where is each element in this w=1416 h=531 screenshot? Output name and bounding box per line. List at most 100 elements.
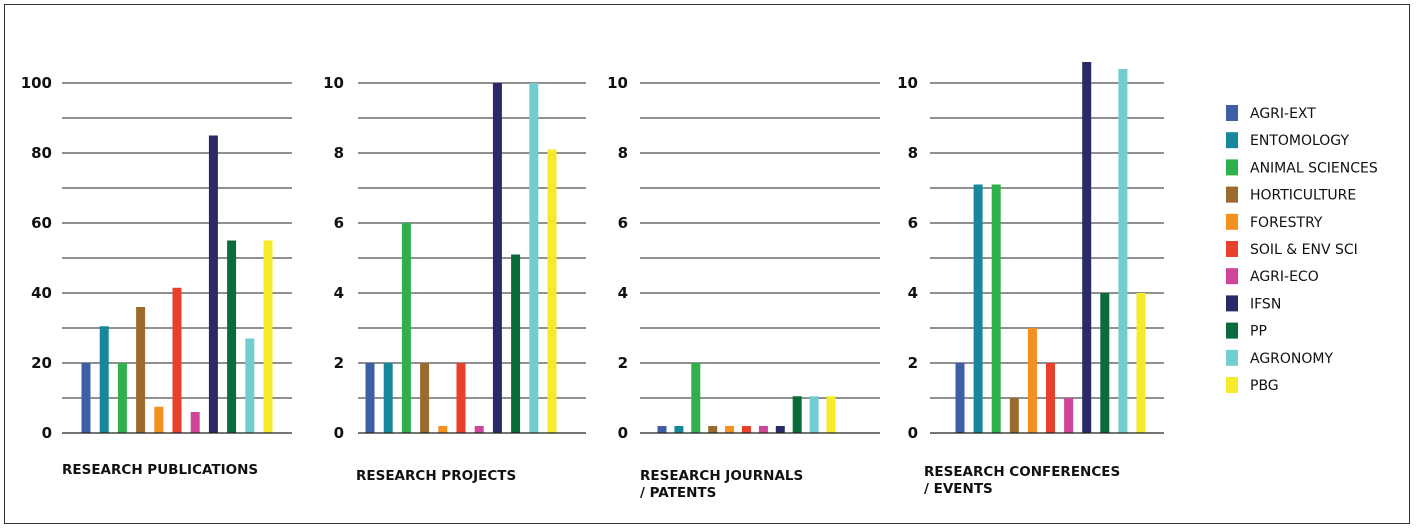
legend-swatch: [1226, 322, 1238, 339]
bar-soil-env-sci: [456, 363, 466, 433]
y-tick-label: 20: [31, 354, 52, 372]
y-tick-label: 6: [908, 214, 918, 232]
bar-ifsn: [492, 83, 502, 433]
legend-item: PBG: [1226, 377, 1279, 394]
legend-label: AGRI-ECO: [1250, 269, 1319, 285]
bar-pp: [792, 396, 802, 433]
bar-forestry: [1027, 328, 1037, 433]
legend-swatch: [1226, 105, 1238, 121]
legend-item: FORESTRY: [1226, 213, 1323, 231]
bar-entomology: [973, 184, 983, 433]
legend-label: AGRI-EXT: [1250, 106, 1316, 122]
chart-title: / PATENTS: [640, 485, 716, 501]
legend-swatch: [1226, 377, 1238, 393]
legend-label: IFSN: [1250, 296, 1281, 312]
bar-agronomy: [1118, 69, 1128, 433]
bar-pbg: [263, 240, 273, 433]
legend-swatch: [1226, 241, 1238, 257]
y-tick-label: 10: [323, 74, 344, 92]
legend-label: PBG: [1250, 378, 1279, 394]
chart-title: RESEARCH CONFERENCES: [924, 464, 1120, 480]
bar-agronomy: [809, 396, 819, 433]
bar-pp: [1100, 293, 1110, 433]
bar-soil-env-sci: [1046, 363, 1055, 433]
legend-label: SOIL & ENV SCI: [1250, 242, 1358, 258]
legend: AGRI-EXT ENTOMOLOGY ANIMAL SCIENCES HORTICU…: [1226, 105, 1378, 394]
bar-horticulture: [708, 426, 718, 433]
y-tick-label: 0: [334, 424, 344, 442]
bar-animal-sciences: [401, 223, 411, 433]
bar-soil-env-sci: [742, 426, 751, 433]
legend-item: AGRONOMY: [1226, 349, 1333, 367]
legend-swatch: [1226, 159, 1238, 176]
bar-agri-eco: [1064, 398, 1074, 433]
legend-swatch: [1226, 213, 1238, 230]
y-tick-label: 0: [618, 424, 628, 442]
chart-title: RESEARCH PROJECTS: [356, 468, 516, 484]
y-tick-label: 10: [897, 74, 918, 92]
legend-item: PP: [1226, 322, 1267, 340]
legend-item: ANIMAL SCIENCES: [1226, 159, 1378, 176]
y-tick-label: 6: [334, 214, 344, 232]
bar-entomology: [674, 426, 684, 433]
bar-forestry: [438, 426, 448, 433]
y-tick-label: 0: [908, 424, 918, 442]
bar-agri-eco: [474, 426, 484, 433]
chart-4: 0 2 4 6 8 10 RESEARCH CONFERENCES/ EVENTS: [897, 62, 1164, 497]
y-tick-label: 0: [42, 424, 52, 442]
legend-item: SOIL & ENV SCI: [1226, 241, 1358, 258]
bar-soil-env-sci: [172, 287, 182, 433]
legend-swatch: [1226, 268, 1238, 285]
chart-title: / EVENTS: [924, 481, 993, 497]
bar-agronomy: [245, 338, 255, 433]
y-tick-label: 8: [618, 144, 628, 162]
bar-entomology: [99, 326, 109, 433]
bar-forestry: [725, 426, 735, 433]
legend-label: HORTICULTURE: [1250, 188, 1356, 204]
bar-animal-sciences: [991, 184, 1001, 433]
bar-entomology: [383, 363, 393, 433]
y-tick-label: 2: [908, 354, 918, 372]
bar-horticulture: [420, 363, 430, 433]
bar-horticulture: [1009, 398, 1019, 433]
y-tick-label: 2: [618, 354, 628, 372]
legend-item: ENTOMOLOGY: [1226, 132, 1349, 149]
y-tick-label: 60: [31, 214, 52, 232]
bar-agronomy: [529, 83, 539, 433]
legend-swatch: [1226, 186, 1238, 203]
legend-item: HORTICULTURE: [1226, 186, 1356, 204]
bar-horticulture: [136, 307, 146, 433]
bar-pp: [227, 240, 237, 433]
y-tick-label: 100: [21, 74, 52, 92]
legend-swatch: [1226, 349, 1238, 366]
chart-1: 0 20 40 60 80 100 RESEARCH PUBLICATIONS: [21, 74, 292, 478]
legend-label: PP: [1250, 324, 1267, 340]
bar-ifsn: [1082, 62, 1092, 433]
legend-label: AGRONOMY: [1250, 351, 1333, 367]
bar-agri-ext: [365, 363, 375, 433]
y-tick-label: 80: [31, 144, 52, 162]
y-tick-label: 8: [908, 144, 918, 162]
legend-label: ANIMAL SCIENCES: [1250, 160, 1378, 176]
bar-agri-eco: [190, 412, 200, 433]
bar-agri-ext: [81, 363, 91, 433]
bar-animal-sciences: [691, 363, 701, 433]
bar-pbg: [1136, 293, 1146, 433]
bar-animal-sciences: [117, 363, 127, 433]
bar-agri-eco: [758, 426, 768, 433]
bar-pp: [511, 254, 521, 433]
bar-agri-ext: [955, 363, 965, 433]
chart-3: 0 2 4 6 8 10 RESEARCH JOURNALS/ PATENTS: [607, 74, 880, 501]
y-tick-label: 4: [618, 284, 628, 302]
y-tick-label: 10: [607, 74, 628, 92]
y-tick-label: 40: [31, 284, 52, 302]
chart-2: 0 2 4 6 8 10 RESEARCH PROJECTS: [323, 74, 586, 484]
figure-frame: [4, 4, 1410, 524]
y-tick-label: 4: [908, 284, 918, 302]
legend-swatch: [1226, 132, 1238, 149]
bar-forestry: [154, 406, 164, 433]
legend-swatch: [1226, 295, 1238, 312]
legend-item: IFSN: [1226, 295, 1281, 312]
bar-pbg: [826, 396, 836, 433]
